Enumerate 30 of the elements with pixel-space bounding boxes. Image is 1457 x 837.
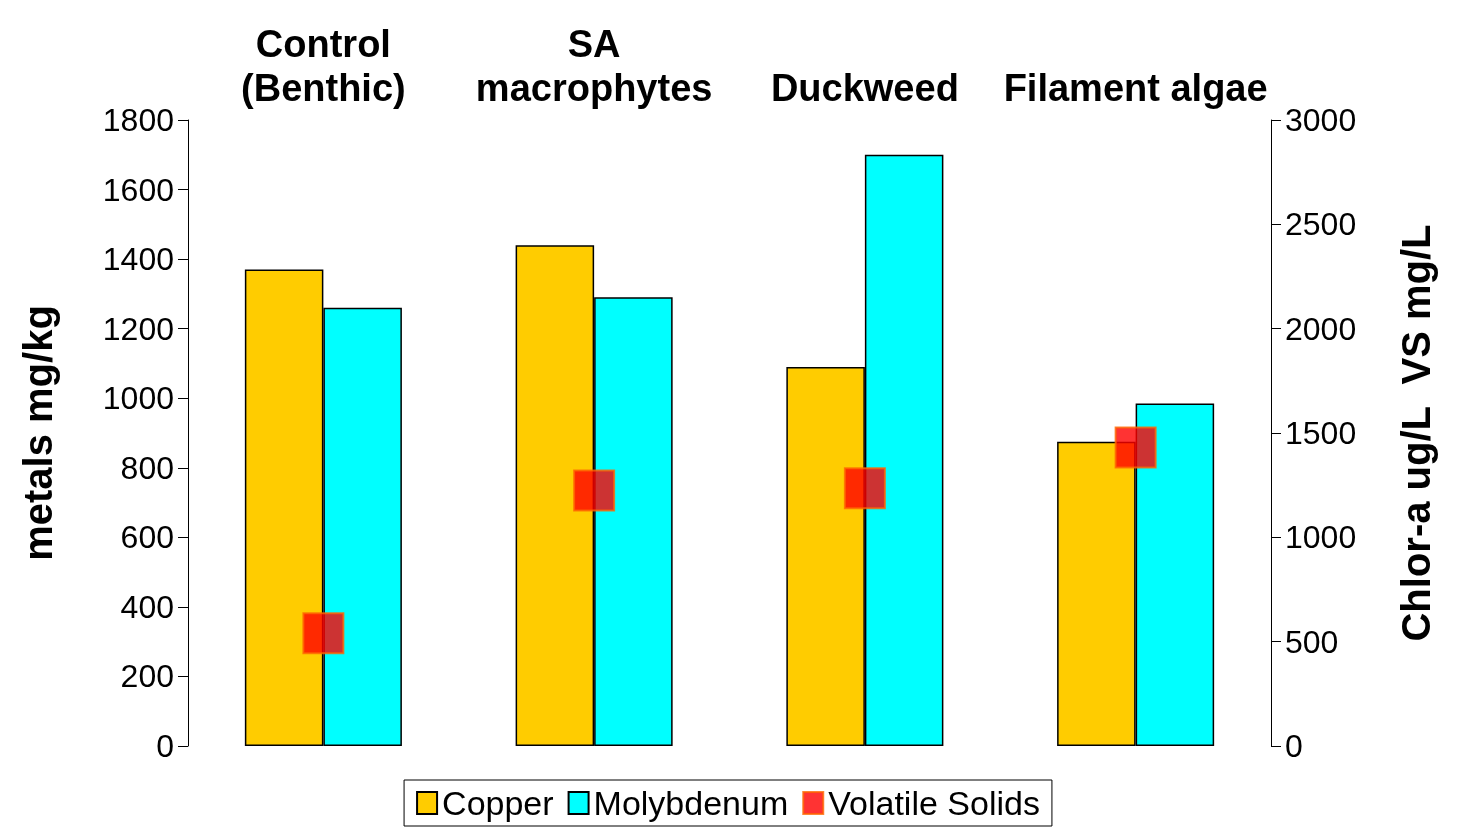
y2-axis-title: Chlor-a ug/L VS mg/L — [1394, 224, 1438, 642]
y2-tick-label: 1500 — [1285, 415, 1357, 451]
legend-label: Volatile Solids — [828, 784, 1040, 822]
y2-tick-label: 2000 — [1285, 310, 1357, 347]
y-tick-label: 1200 — [102, 310, 174, 347]
x-tick-label: Filament algae — [1003, 67, 1268, 109]
y-tick-label: 1600 — [102, 171, 174, 208]
y-tick-label: 200 — [120, 658, 174, 695]
y-axis-title: metals mg/kg — [16, 305, 60, 561]
point — [1114, 426, 1157, 469]
legend-label: Molybdenum — [593, 784, 789, 822]
y2-tick-label: 500 — [1285, 623, 1339, 660]
y-tick-label: 0 — [156, 728, 174, 764]
y2-tick-label: 1000 — [1285, 519, 1357, 556]
y-tick-label: 400 — [120, 588, 174, 625]
y-tick-label: 800 — [120, 449, 174, 486]
point — [843, 467, 886, 510]
y-tick-label: 600 — [120, 519, 174, 556]
y2-tick-label: 0 — [1285, 728, 1303, 764]
legend-label: Copper — [442, 784, 554, 822]
y-tick-label: 1400 — [102, 241, 174, 278]
y2-tick-label: 3000 — [1285, 102, 1357, 138]
x-tick-label: Duckweed — [770, 67, 959, 109]
y-tick-label: 1000 — [102, 380, 174, 417]
x-tick-label: SA macrophytes — [475, 23, 713, 109]
point — [573, 469, 616, 512]
y2-tick-label: 2500 — [1285, 206, 1357, 243]
y-tick-label: 1800 — [102, 102, 174, 138]
point — [302, 612, 345, 655]
x-tick-label: Control (Benthic) — [241, 23, 406, 109]
